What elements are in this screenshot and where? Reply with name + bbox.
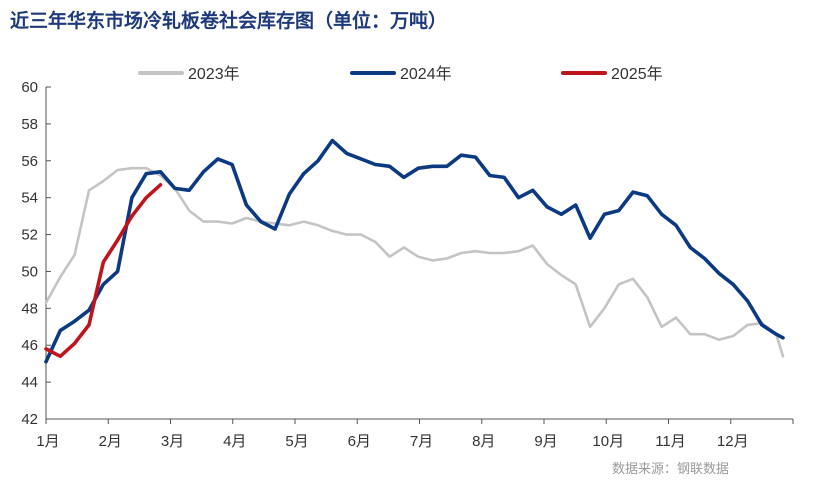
source-note: 数据来源：钢联数据 [612, 462, 730, 477]
x-tick-label: 5月 [285, 433, 308, 450]
y-tick-label: 56 [21, 153, 38, 170]
x-tick-label: 12月 [717, 433, 749, 450]
y-tick-label: 44 [21, 374, 38, 391]
x-tick-label: 3月 [161, 433, 184, 450]
x-axis: 1月 2月 3月 4月 5月 6月 7月 8月 9月 10月 11月 12月 [36, 418, 794, 450]
y-tick-label: 50 [21, 263, 38, 280]
y-tick-label: 52 [21, 227, 38, 244]
x-tick-label: 4月 [223, 433, 246, 450]
series-line-2023 [44, 166, 785, 358]
x-tick-label: 2月 [99, 433, 122, 450]
x-tick-label: 6月 [348, 433, 371, 450]
y-axis: 42 44 46 48 50 52 54 56 58 60 [21, 79, 51, 428]
plot-lines [44, 138, 785, 364]
y-tick-label: 60 [21, 79, 38, 96]
chart-title: 近三年华东市场冷轧板卷社会库存图（单位：万吨） [10, 10, 448, 32]
legend-label: 2023年 [188, 65, 240, 83]
x-tick-label: 11月 [655, 433, 686, 450]
series-line-2025 [44, 183, 163, 359]
x-tick-label: 9月 [534, 433, 557, 450]
x-tick-label: 10月 [592, 433, 624, 450]
legend-label: 2024年 [400, 65, 452, 83]
x-tick-label: 1月 [36, 433, 59, 450]
y-tick-label: 42 [21, 411, 38, 428]
legend: 2023年 2024年 2025年 [138, 65, 663, 83]
legend-label: 2025年 [611, 65, 663, 83]
y-tick-label: 54 [21, 190, 38, 207]
y-tick-label: 48 [21, 300, 38, 317]
y-tick-label: 46 [21, 337, 38, 354]
y-tick-label: 58 [21, 116, 38, 133]
x-tick-label: 8月 [472, 433, 495, 450]
x-tick-label: 7月 [410, 433, 433, 450]
series-line-2024 [44, 138, 785, 364]
